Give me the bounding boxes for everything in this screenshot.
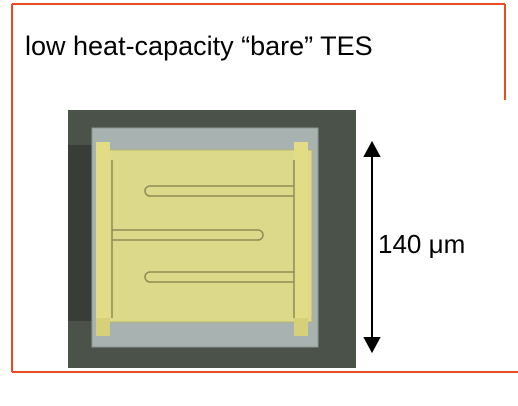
page: low heat-capacity “bare” TES 140 μm (() … [0,0,518,401]
dark-strip [68,145,94,321]
slide: low heat-capacity “bare” TES 140 μm [0,0,518,401]
arrow-head [365,338,379,351]
scale-label: 140 μm [378,229,465,259]
right-lead [294,142,308,336]
scale-arrow [365,143,379,351]
micrograph [68,110,356,368]
arrow-head [365,143,379,156]
tes-film [100,150,312,322]
pad [96,318,110,336]
pad [294,318,308,336]
title: low heat-capacity “bare” TES [25,31,373,61]
left-lead [96,142,110,336]
